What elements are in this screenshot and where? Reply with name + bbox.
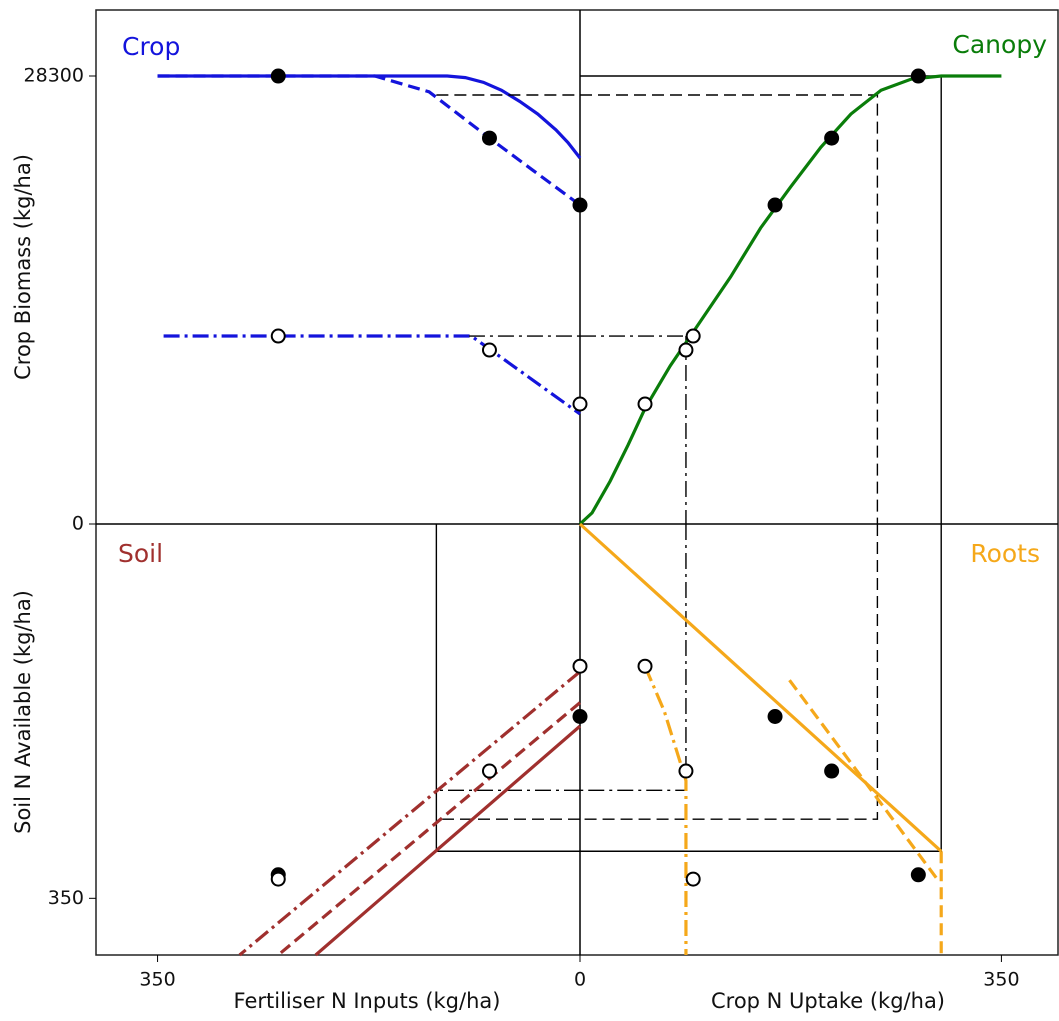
curve: [163, 334, 581, 416]
guide-line: [435, 524, 580, 852]
curve: [277, 701, 582, 957]
filled-point: [481, 130, 497, 146]
filled-point: [767, 709, 783, 725]
quadrant-label: Crop: [122, 32, 180, 61]
open-point: [572, 658, 588, 674]
open-point: [685, 328, 701, 344]
quadrant-label: Canopy: [952, 30, 1047, 59]
filled-point: [572, 197, 588, 213]
x-tick-label: 350: [139, 969, 175, 991]
open-point: [678, 342, 694, 358]
filled-point: [572, 709, 588, 725]
filled-point: [910, 68, 926, 84]
y-tick-label: 350: [48, 887, 84, 909]
curve: [314, 724, 582, 957]
open-point: [572, 396, 588, 412]
open-point: [270, 871, 286, 887]
open-point: [481, 763, 497, 779]
guide-line: [580, 524, 879, 820]
guide-line: [580, 75, 942, 524]
x-tick-label: 350: [983, 969, 1019, 991]
curve: [157, 74, 581, 207]
filled-point: [910, 867, 926, 883]
curve: [157, 74, 582, 159]
x-axis-label-left: Fertiliser N Inputs (kg/ha): [234, 989, 501, 1013]
filled-point: [767, 197, 783, 213]
guide-line: [580, 524, 687, 792]
y-axis-label-bottom: Soil N Available (kg/ha): [11, 590, 35, 834]
curve: [238, 670, 582, 957]
filled-point: [824, 763, 840, 779]
guide-line: [580, 94, 879, 524]
filled-point: [270, 68, 286, 84]
open-point: [685, 871, 701, 887]
quadrant-label: Soil: [118, 539, 163, 568]
open-point: [637, 396, 653, 412]
open-point: [481, 342, 497, 358]
quadrant-label: Roots: [970, 539, 1040, 568]
open-point: [637, 658, 653, 674]
y-axis-label-top: Crop Biomass (kg/ha): [11, 154, 35, 380]
y-tick-label: 0: [72, 513, 84, 535]
curve: [578, 522, 943, 853]
open-point: [270, 328, 286, 344]
open-point: [678, 763, 694, 779]
y-tick-label: 28300: [24, 65, 84, 87]
curve: [643, 665, 688, 955]
curve: [578, 74, 1002, 526]
x-tick-label: 0: [574, 969, 586, 991]
curve: [788, 679, 938, 879]
x-axis-label-right: Crop N Uptake (kg/ha): [711, 989, 945, 1013]
plot-frame: [95, 9, 1059, 956]
filled-point: [824, 130, 840, 146]
